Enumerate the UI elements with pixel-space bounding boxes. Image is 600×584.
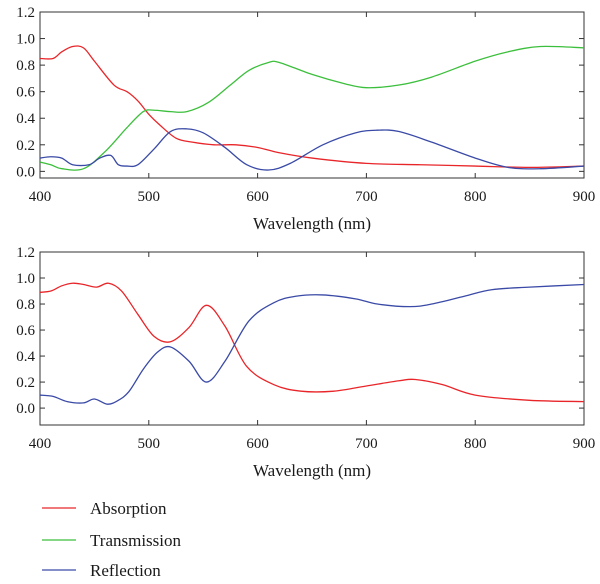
y-tick-label: 0.6 — [16, 323, 35, 339]
y-tick-label: 1.0 — [16, 271, 35, 287]
y-tick-label: 1.2 — [16, 245, 35, 261]
x-tick-label: 500 — [138, 436, 161, 452]
legend-entry-absorption: Absorption — [42, 499, 167, 518]
plot-frame — [39, 251, 585, 426]
x-tick-label: 800 — [464, 189, 487, 205]
series-line-reflection — [39, 283, 585, 405]
top-chart: 400 500 600 700 800 900 0.0 0.2 0.4 0.6 0.8 1.0 1.2 W… — [16, 5, 595, 233]
legend-label-reflection: Reflection — [90, 561, 161, 580]
x-tick-label: 600 — [246, 436, 269, 452]
series-line-reflection — [39, 128, 585, 171]
y-tick-label: 0.2 — [16, 138, 35, 154]
legend-label-absorption: Absorption — [90, 499, 167, 518]
series-line-absorption — [39, 45, 585, 169]
y-tick-label: 0.8 — [16, 58, 35, 74]
x-tick-label: 700 — [355, 436, 378, 452]
bottom-chart: 400 500 600 700 800 900 0.0 0.2 0.4 0.6 0.8 1.0 1.2 W… — [16, 245, 595, 480]
x-tick-label: 400 — [29, 189, 52, 205]
y-tick-label: 0.4 — [16, 111, 35, 127]
y-tick-label: 0.6 — [16, 85, 35, 101]
y-tick-label: 0.4 — [16, 349, 35, 365]
x-tick-label: 800 — [464, 436, 487, 452]
x-tick-label: 500 — [138, 189, 161, 205]
x-tick-label: 400 — [29, 436, 52, 452]
x-axis-title: Wavelength (nm) — [253, 461, 371, 480]
legend: Absorption Transmission Reflection — [42, 499, 182, 580]
y-tick-label: 0.0 — [16, 164, 35, 180]
x-tick-label: 600 — [246, 189, 269, 205]
series-line-absorption — [39, 282, 585, 403]
y-tick-label: 1.0 — [16, 32, 35, 48]
y-tick-label: 0.2 — [16, 375, 35, 391]
y-tick-label: 0.0 — [16, 401, 35, 417]
legend-entry-reflection: Reflection — [42, 561, 161, 580]
legend-entry-transmission: Transmission — [42, 531, 182, 550]
y-tick-label: 1.2 — [16, 5, 35, 21]
x-axis-title: Wavelength (nm) — [253, 214, 371, 233]
x-tick-label: 900 — [573, 436, 596, 452]
plot-frame — [39, 11, 585, 179]
y-tick-label: 0.8 — [16, 297, 35, 313]
series-line-transmission — [39, 45, 585, 171]
x-tick-label: 700 — [355, 189, 378, 205]
legend-label-transmission: Transmission — [90, 531, 182, 550]
x-tick-label: 900 — [573, 189, 596, 205]
